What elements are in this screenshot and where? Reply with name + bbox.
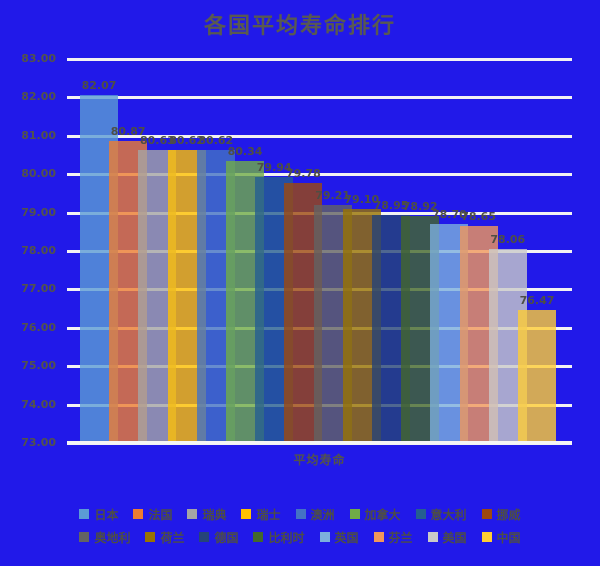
legend-label: 英国 bbox=[334, 530, 359, 545]
legend-label: 瑞典 bbox=[202, 507, 227, 522]
plot-area: 82.07 80.87 80.63 80.62 80.62 80.34 79.94 79.78… bbox=[67, 58, 572, 445]
gridline bbox=[67, 58, 572, 61]
legend-item-6: 意大利 bbox=[415, 505, 467, 523]
bar-value-label: 79.78 bbox=[285, 166, 321, 180]
legend-swatch-icon bbox=[481, 509, 492, 519]
bar-value-label: 80.34 bbox=[227, 145, 263, 159]
legend-label: 意大利 bbox=[430, 507, 467, 522]
legend-row: 日本 法国 瑞典 瑞士 澳洲 加拿大 意大利 挪威 bbox=[0, 505, 600, 523]
legend-swatch-icon bbox=[133, 509, 144, 519]
y-axis-tick-label: 73.00 bbox=[21, 436, 56, 449]
legend-swatch-icon bbox=[481, 532, 492, 542]
legend-label: 荷兰 bbox=[160, 530, 185, 545]
y-axis-tick-label: 74.00 bbox=[21, 397, 56, 411]
legend-item-15: 中国 bbox=[481, 528, 521, 546]
legend-item-14: 美国 bbox=[427, 528, 467, 546]
legend: 日本 法国 瑞典 瑞士 澳洲 加拿大 意大利 挪威奥地利 荷兰 德国 比利时 英国 芬兰 美国 中国 bbox=[0, 505, 600, 546]
x-axis-label: 平均寿命 bbox=[293, 453, 346, 467]
legend-swatch-icon bbox=[373, 532, 384, 542]
legend-swatch-icon bbox=[349, 509, 360, 519]
legend-item-3: 瑞士 bbox=[241, 505, 281, 523]
bar-value-label: 78.65 bbox=[461, 210, 496, 224]
legend-label: 瑞士 bbox=[256, 507, 281, 522]
gridline bbox=[67, 134, 572, 138]
gridline bbox=[67, 173, 572, 177]
legend-row: 奥地利 荷兰 德国 比利时 英国 芬兰 美国 中国 bbox=[0, 528, 600, 546]
legend-label: 中国 bbox=[496, 530, 521, 545]
bar-value-label: 78.70 bbox=[431, 208, 467, 222]
bar-value-label: 79.21 bbox=[315, 188, 350, 202]
legend-swatch-icon bbox=[295, 509, 306, 519]
bar-series-15 bbox=[518, 309, 556, 443]
legend-item-7: 挪威 bbox=[481, 505, 521, 523]
bar-value-label: 78.06 bbox=[490, 232, 526, 246]
legend-swatch-icon bbox=[79, 532, 90, 542]
legend-swatch-icon bbox=[187, 509, 198, 519]
bar-value-label: 82.07 bbox=[81, 78, 117, 92]
legend-item-5: 加拿大 bbox=[349, 505, 401, 523]
legend-label: 美国 bbox=[442, 530, 467, 545]
legend-label: 日本 bbox=[94, 507, 119, 522]
legend-item-13: 芬兰 bbox=[373, 528, 413, 546]
chart-title: 各国平均寿命排行 bbox=[203, 14, 396, 39]
legend-swatch-icon bbox=[199, 532, 210, 542]
legend-item-12: 英国 bbox=[319, 528, 359, 546]
legend-swatch-icon bbox=[427, 532, 438, 542]
bar-value-label: 76.47 bbox=[519, 293, 555, 307]
y-axis-tick-label: 79.00 bbox=[21, 205, 56, 219]
y-axis-tick-label: 77.00 bbox=[21, 282, 56, 296]
bar-value-label: 80.63 bbox=[139, 134, 175, 147]
legend-item-0: 日本 bbox=[79, 505, 118, 523]
legend-label: 澳洲 bbox=[310, 507, 335, 522]
bar-value-label: 78.92 bbox=[402, 199, 438, 213]
legend-item-8: 奥地利 bbox=[79, 528, 130, 546]
y-axis-tick-label: 80.00 bbox=[21, 167, 56, 181]
legend-item-4: 澳洲 bbox=[295, 505, 335, 523]
bar-value-label: 80.62 bbox=[169, 134, 204, 148]
bar-value-label: 78.95 bbox=[373, 198, 409, 212]
legend-item-1: 法国 bbox=[133, 505, 172, 523]
legend-swatch-icon bbox=[241, 509, 252, 519]
x-axis-line bbox=[67, 441, 572, 444]
legend-swatch-icon bbox=[415, 509, 426, 519]
y-axis-tick-label: 83.00 bbox=[21, 52, 56, 65]
bar-value-label: 79.94 bbox=[256, 160, 292, 174]
legend-swatch-icon bbox=[145, 532, 156, 542]
legend-item-9: 荷兰 bbox=[145, 528, 184, 546]
gridline bbox=[67, 96, 572, 100]
legend-label: 法国 bbox=[148, 507, 173, 522]
legend-label: 加拿大 bbox=[364, 507, 401, 522]
bar-value-label: 80.62 bbox=[198, 134, 234, 148]
y-axis-tick-label: 76.00 bbox=[21, 320, 56, 334]
legend-item-2: 瑞典 bbox=[187, 505, 226, 523]
legend-item-11: 比利时 bbox=[253, 528, 305, 546]
legend-swatch-icon bbox=[319, 532, 330, 542]
legend-swatch-icon bbox=[79, 509, 90, 519]
y-axis-tick-label: 81.00 bbox=[21, 128, 56, 142]
legend-item-10: 德国 bbox=[199, 528, 238, 546]
legend-label: 比利时 bbox=[268, 530, 305, 545]
y-axis-tick-label: 75.00 bbox=[21, 359, 56, 373]
y-axis-tick-label: 82.00 bbox=[21, 90, 56, 104]
legend-label: 挪威 bbox=[496, 507, 521, 522]
bar-value-label: 79.10 bbox=[344, 192, 380, 206]
legend-label: 芬兰 bbox=[388, 530, 413, 545]
y-axis-tick-label: 78.00 bbox=[21, 244, 56, 257]
bar-value-label: 80.87 bbox=[110, 124, 146, 138]
legend-swatch-icon bbox=[253, 532, 264, 542]
legend-label: 德国 bbox=[214, 530, 239, 545]
legend-label: 奥地利 bbox=[94, 530, 131, 545]
